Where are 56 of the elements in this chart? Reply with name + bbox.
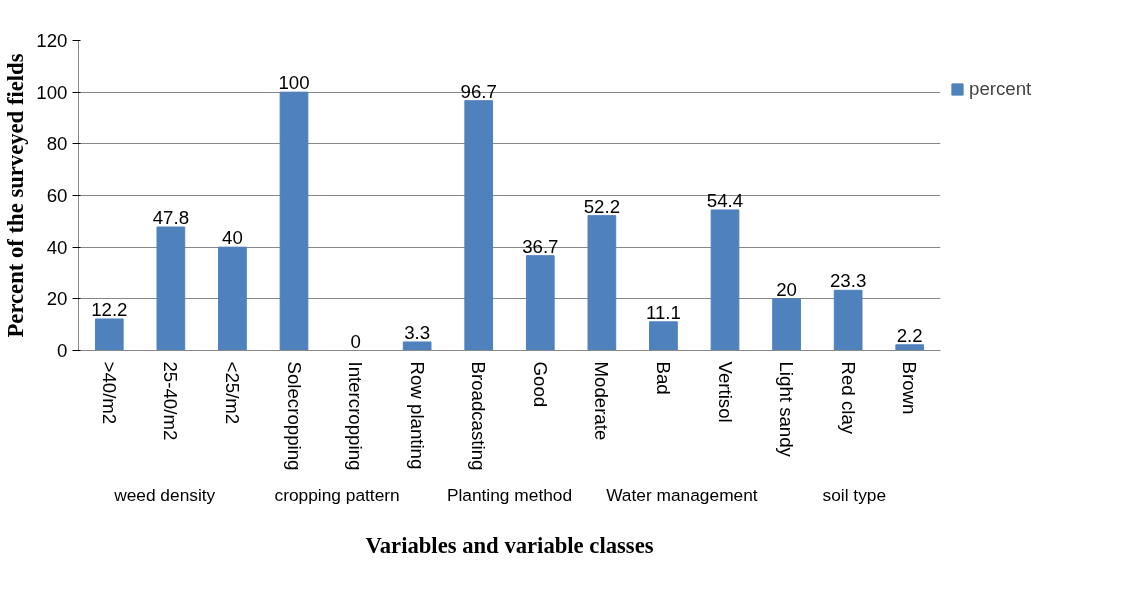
data-label: 47.8 (152, 207, 190, 229)
x-tick-label: >40/m2 (98, 361, 120, 425)
bar (94, 318, 124, 351)
data-label: 3.3 (404, 321, 431, 343)
x-tick-label: Row planting (406, 361, 428, 470)
x-tick-label: Intercropping (345, 361, 367, 471)
text: cropping pattern (274, 484, 400, 505)
text: Planting method (446, 484, 573, 505)
data-label: 0 (350, 330, 361, 352)
text: Water management (606, 484, 758, 505)
y-tick-label: 80 (46, 133, 68, 155)
bar (833, 289, 863, 351)
x-tick-label: Broadcasting (468, 361, 490, 471)
bar (464, 100, 494, 351)
bar (649, 321, 678, 351)
x-tick-label: Good (529, 361, 551, 408)
bar (402, 341, 432, 351)
bar (525, 255, 555, 351)
x-tick-label: Solecropping (283, 361, 305, 471)
y-tick-label: 40 (46, 236, 68, 258)
bar (895, 344, 925, 351)
y-axis-title: Percent of the surveyed fields (3, 53, 29, 338)
data-label: 54.4 (706, 189, 744, 211)
bar (279, 91, 309, 351)
y-tick-label: 60 (46, 185, 68, 206)
data-label: 96.7 (460, 80, 497, 102)
bar (156, 226, 186, 351)
text: weed density (113, 484, 216, 505)
y-tick-label: 100 (36, 81, 68, 103)
data-label: 36.7 (522, 235, 559, 257)
x-tick-label: Bad (652, 361, 674, 395)
data-label: 23.3 (829, 270, 867, 292)
x-tick-label: Light sandy (776, 361, 798, 458)
data-label: 20 (776, 278, 797, 300)
x-tick-label: Red clay (837, 361, 859, 435)
data-label: 52.2 (583, 195, 621, 217)
data-label: 11.1 (645, 301, 681, 323)
x-tick-label: Vertisol (714, 361, 736, 423)
x-tick-label: 25-40/m2 (160, 361, 182, 441)
bar (218, 246, 247, 351)
legend-label: percent (969, 78, 1032, 100)
y-tick-label: 120 (36, 30, 68, 51)
y-tick-label: 20 (46, 288, 68, 310)
x-axis-title: Variables and variable classes (365, 532, 654, 558)
x-tick-label: Moderate (591, 361, 613, 441)
text: soil type (822, 484, 887, 505)
data-label: 100 (278, 72, 310, 94)
bar (710, 209, 740, 351)
data-label: 40 (222, 227, 243, 249)
bar (587, 215, 617, 351)
data-label: 12.2 (91, 298, 128, 320)
x-tick-label: Brown (899, 361, 921, 415)
y-tick-label: 0 (57, 340, 68, 361)
data-label: 2.2 (896, 324, 923, 346)
bar (772, 298, 801, 351)
x-tick-label: <25/m2 (221, 361, 243, 425)
